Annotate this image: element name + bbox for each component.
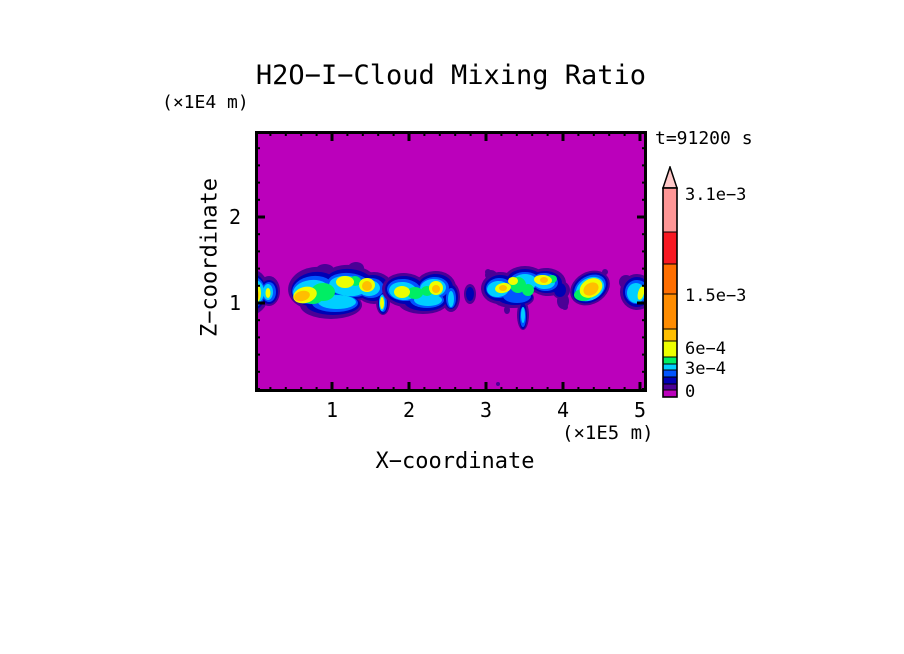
plot-area-svg (255, 131, 647, 392)
cloud-center-west (382, 270, 460, 314)
z-axis-unit-label: (×1E4 m) (162, 92, 249, 113)
time-annotation: t=91200 s (655, 128, 753, 149)
colorbar-segment (662, 376, 678, 385)
colorbar-segment (662, 187, 678, 233)
x-tick-label: 1 (325, 398, 339, 422)
cloud-wisp-mid (464, 284, 476, 304)
z-axis-title: Z−coordinate (197, 178, 223, 337)
x-tick-label: 2 (402, 398, 416, 422)
colorbar-segment (662, 328, 678, 342)
colorbar-segment (662, 293, 678, 330)
cloud-speckle (496, 382, 500, 386)
cloud-right-edge (619, 274, 647, 310)
colorbar-segment (662, 263, 678, 295)
cloud-speckle (602, 269, 608, 275)
colorbar-tick-label: 1.5e−3 (685, 286, 747, 306)
z-tick-label: 1 (228, 291, 241, 315)
z-tick-label: 2 (228, 205, 241, 229)
colorbar-tick-label: 3.1e−3 (685, 185, 747, 205)
colorbar-tick-label: 3e−4 (685, 359, 726, 379)
x-tick-label: 5 (633, 398, 647, 422)
colorbar-svg (661, 166, 679, 398)
x-tick-label: 3 (479, 398, 493, 422)
colorbar-segment (662, 383, 678, 391)
cloud-speckle (485, 269, 491, 275)
colorbar-tick-label: 0 (685, 382, 696, 402)
x-tick-label: 4 (556, 398, 570, 422)
plot-background (255, 131, 647, 392)
colorbar-overflow-arrow (661, 166, 679, 189)
colorbar-segment (662, 369, 678, 378)
colorbar-segment (662, 356, 678, 365)
x-axis-title: X−coordinate (375, 449, 535, 474)
colorbar-tick-label: 6e−4 (685, 339, 726, 359)
cloud-speckle (504, 306, 510, 314)
chart-title: H2O−I−Cloud Mixing Ratio (255, 60, 647, 91)
colorbar-segment (662, 231, 678, 265)
colorbar-outline (662, 187, 678, 398)
colorbar-segment (662, 340, 678, 358)
colorbar-segment (662, 363, 678, 371)
cloud-center-east (481, 266, 570, 330)
cloud-gold-diamond (570, 270, 610, 306)
cloud-speckle (562, 304, 568, 310)
colorbar-segment (662, 389, 678, 398)
cloud-large-west (288, 262, 393, 319)
plot-frame (255, 131, 647, 392)
x-axis-unit-label: (×1E5 m) (562, 422, 654, 444)
